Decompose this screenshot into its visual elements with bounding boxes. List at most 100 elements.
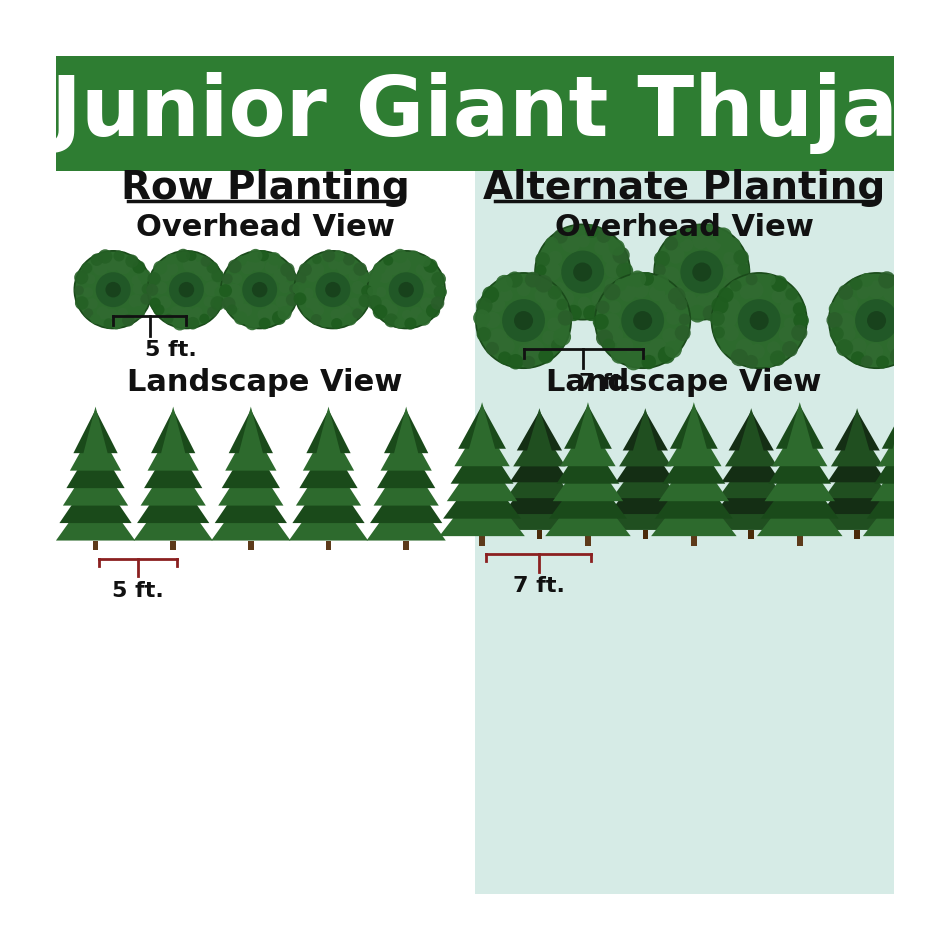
Circle shape [138, 269, 151, 282]
Circle shape [386, 260, 401, 276]
Circle shape [657, 347, 675, 364]
Polygon shape [666, 420, 722, 466]
Circle shape [836, 313, 855, 332]
Circle shape [710, 311, 725, 326]
Circle shape [836, 339, 853, 356]
Circle shape [353, 262, 367, 276]
Circle shape [237, 256, 247, 266]
Circle shape [231, 295, 244, 308]
Circle shape [664, 341, 682, 358]
Circle shape [867, 311, 886, 330]
Bar [479, 536, 485, 545]
Circle shape [535, 252, 550, 267]
Bar [93, 541, 98, 550]
Circle shape [829, 273, 924, 369]
Circle shape [147, 272, 161, 285]
Circle shape [298, 263, 312, 276]
Circle shape [302, 288, 314, 299]
Polygon shape [831, 425, 884, 466]
Circle shape [311, 314, 322, 325]
Polygon shape [882, 405, 929, 448]
Polygon shape [616, 438, 675, 483]
Bar [691, 536, 696, 545]
Circle shape [361, 285, 373, 297]
Circle shape [547, 317, 561, 332]
Polygon shape [509, 438, 569, 483]
Circle shape [376, 287, 387, 297]
Circle shape [372, 304, 388, 319]
Polygon shape [878, 420, 933, 466]
Circle shape [240, 261, 254, 275]
Circle shape [500, 288, 513, 301]
Circle shape [420, 297, 433, 311]
Circle shape [767, 341, 780, 354]
Circle shape [674, 325, 691, 341]
Circle shape [702, 223, 718, 238]
Polygon shape [772, 420, 827, 466]
Circle shape [433, 285, 446, 298]
Polygon shape [370, 470, 443, 523]
Circle shape [712, 327, 725, 338]
Circle shape [141, 294, 152, 305]
Circle shape [595, 273, 691, 369]
Circle shape [405, 317, 416, 330]
Polygon shape [622, 410, 668, 450]
Circle shape [734, 278, 749, 293]
Circle shape [849, 277, 863, 291]
Circle shape [548, 286, 561, 299]
Circle shape [649, 285, 665, 301]
Circle shape [737, 263, 750, 276]
Circle shape [122, 314, 135, 327]
Circle shape [514, 311, 533, 330]
Circle shape [703, 305, 718, 321]
Circle shape [706, 293, 723, 309]
Polygon shape [557, 435, 619, 484]
Circle shape [96, 273, 131, 307]
Polygon shape [560, 420, 616, 466]
Circle shape [887, 337, 903, 353]
Circle shape [653, 275, 669, 291]
Circle shape [553, 229, 568, 243]
Circle shape [325, 282, 341, 297]
Circle shape [192, 307, 202, 318]
Circle shape [910, 300, 922, 313]
Circle shape [201, 270, 213, 281]
Circle shape [286, 271, 296, 281]
Circle shape [518, 344, 533, 359]
Circle shape [838, 285, 853, 300]
Polygon shape [218, 455, 283, 505]
Polygon shape [299, 440, 357, 488]
Circle shape [656, 277, 668, 290]
Circle shape [640, 344, 655, 358]
Circle shape [662, 267, 680, 285]
Circle shape [605, 293, 621, 309]
Text: 5 ft.: 5 ft. [112, 580, 163, 601]
Circle shape [221, 297, 236, 311]
Circle shape [659, 294, 677, 313]
Circle shape [200, 256, 211, 267]
Circle shape [105, 257, 120, 272]
Circle shape [104, 318, 114, 329]
Circle shape [745, 355, 758, 369]
Circle shape [602, 249, 617, 263]
Circle shape [535, 275, 552, 293]
Text: Row Planting: Row Planting [121, 169, 409, 207]
Circle shape [723, 252, 736, 265]
Circle shape [424, 258, 438, 273]
Circle shape [338, 305, 352, 318]
Circle shape [98, 249, 112, 264]
Circle shape [784, 317, 796, 330]
Circle shape [306, 297, 319, 312]
Circle shape [545, 237, 559, 251]
Text: Alternate Planting: Alternate Planting [483, 169, 885, 207]
Polygon shape [293, 470, 365, 523]
Circle shape [133, 283, 144, 294]
Circle shape [740, 285, 753, 299]
Circle shape [349, 271, 359, 281]
Circle shape [883, 285, 899, 301]
Polygon shape [737, 408, 766, 457]
Polygon shape [70, 425, 122, 470]
Bar [56, 171, 475, 894]
Circle shape [855, 299, 898, 342]
Circle shape [691, 224, 703, 237]
